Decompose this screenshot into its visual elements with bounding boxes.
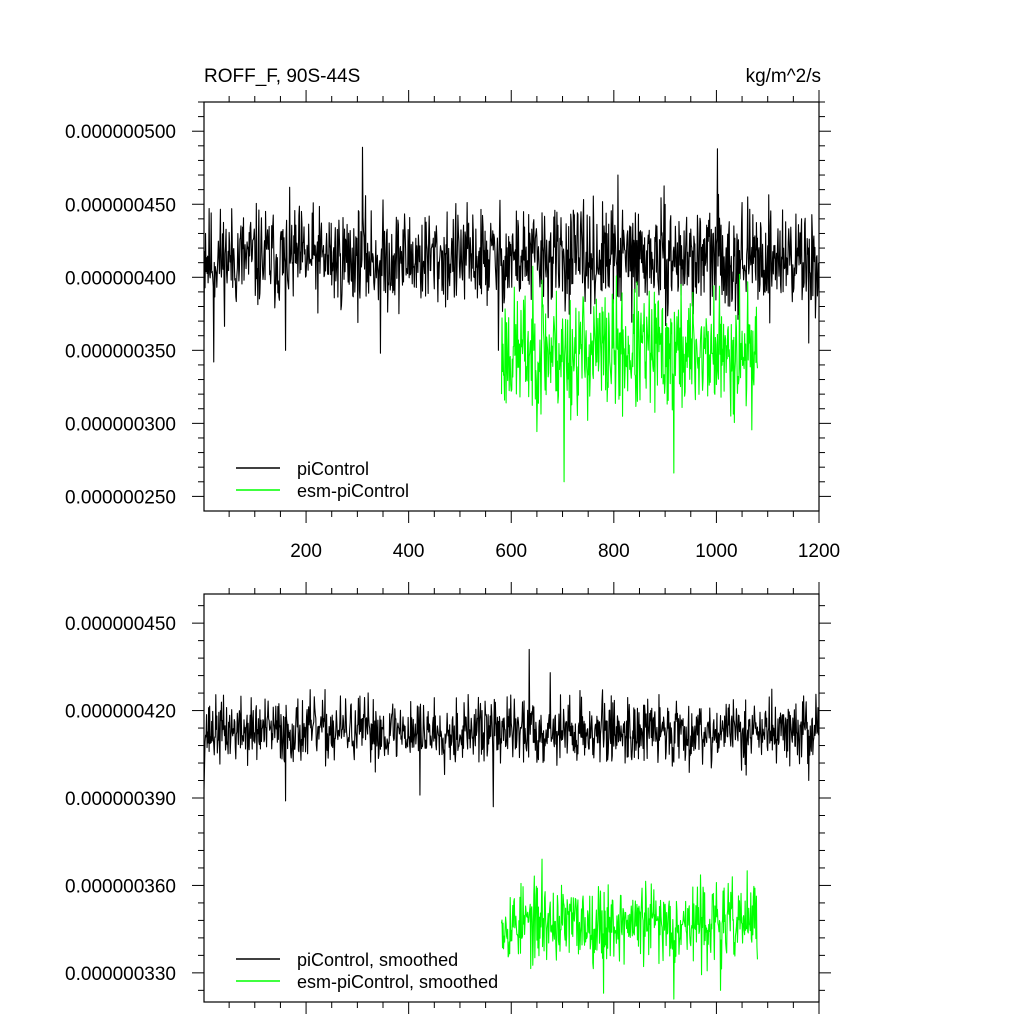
units-label: kg/m^2/s: [746, 66, 821, 87]
legend-label: esm-piControl, smoothed: [297, 972, 498, 992]
y-tick-label: 0.000000250: [65, 487, 176, 508]
y-tick-label: 0.000000450: [65, 195, 176, 216]
x-tick-label: 800: [598, 541, 630, 562]
y-tick-label: 0.000000390: [65, 789, 176, 810]
chart-title: ROFF_F, 90S-44S: [204, 66, 360, 87]
y-tick-label: 0.000000500: [65, 122, 176, 143]
x-tick-label: 600: [495, 541, 527, 562]
plot-frame: [203, 101, 820, 512]
top-panel: ROFF_F, 90S-44S kg/m^2/s 200 400 600 800 100…: [65, 66, 840, 562]
series-line: [500, 858, 758, 1000]
y-tick-label: 0.000000350: [65, 341, 176, 362]
legend-label: esm-piControl: [297, 481, 409, 501]
x-tick-label: 400: [393, 541, 425, 562]
series-line: [204, 648, 819, 808]
y-tick-label: 0.000000450: [65, 614, 176, 635]
x-tick-label: 1000: [695, 541, 737, 562]
y-tick-label: 0.000000360: [65, 876, 176, 897]
y-tick-label: 0.000000420: [65, 702, 176, 723]
series-line: [500, 265, 758, 483]
y-tick-label: 0.000000400: [65, 268, 176, 289]
series-line: [204, 146, 819, 363]
legend-label: piControl, smoothed: [297, 950, 458, 970]
x-tick-label: 1200: [798, 541, 840, 562]
bottom-panel: 0.000000330 0.000000360 0.000000390 0.00000…: [65, 582, 831, 1014]
legend-label: piControl: [297, 459, 369, 479]
x-tick-label: 200: [290, 541, 322, 562]
y-tick-label: 0.000000330: [65, 964, 176, 985]
y-tick-label: 0.000000300: [65, 414, 176, 435]
